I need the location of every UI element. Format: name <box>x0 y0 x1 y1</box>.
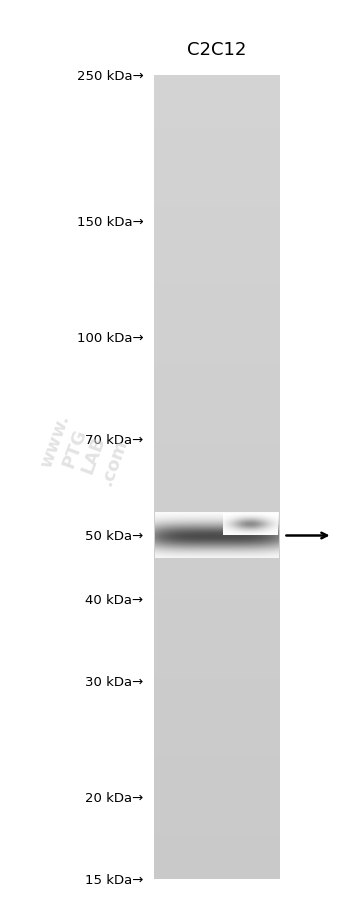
Text: C2C12: C2C12 <box>187 41 247 59</box>
Text: www.
PTG
LAB
.com: www. PTG LAB .com <box>37 411 131 491</box>
Text: 20 kDa→: 20 kDa→ <box>85 791 144 804</box>
Text: 150 kDa→: 150 kDa→ <box>77 216 144 229</box>
Text: 100 kDa→: 100 kDa→ <box>77 332 144 345</box>
Text: 15 kDa→: 15 kDa→ <box>85 873 144 886</box>
Text: 40 kDa→: 40 kDa→ <box>85 594 144 606</box>
Text: 50 kDa→: 50 kDa→ <box>85 529 144 542</box>
Text: 30 kDa→: 30 kDa→ <box>85 676 144 688</box>
Text: 250 kDa→: 250 kDa→ <box>77 70 144 83</box>
Text: 70 kDa→: 70 kDa→ <box>85 433 144 446</box>
